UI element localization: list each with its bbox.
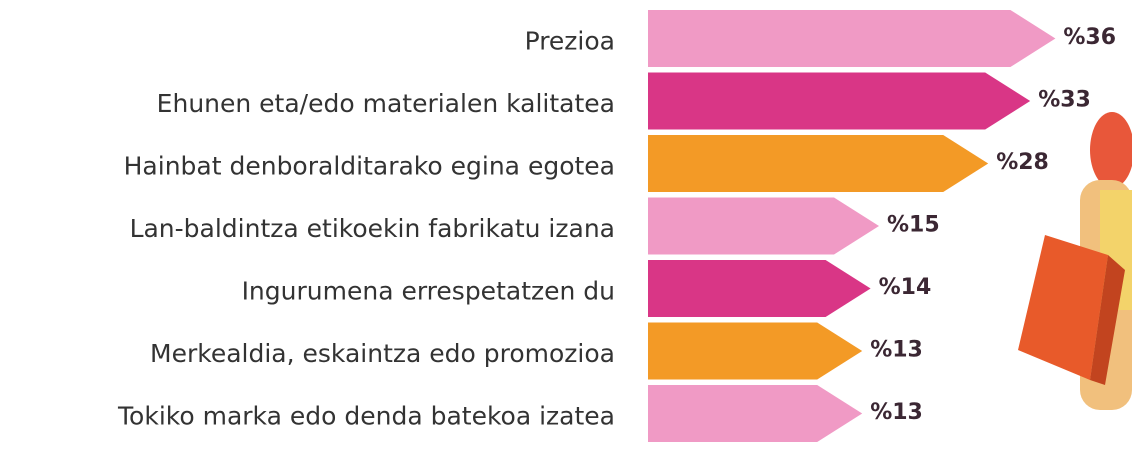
category-label: Merkealdia, eskaintza edo promozioa — [150, 339, 615, 368]
bar — [648, 323, 862, 380]
category-label: Hainbat denboralditarako egina egotea — [124, 152, 615, 181]
bar — [648, 135, 988, 192]
category-label: Ingurumena errespetatzen du — [242, 277, 615, 306]
bar — [648, 10, 1055, 67]
value-label: %13 — [870, 400, 923, 425]
category-label: Prezioa — [525, 27, 615, 56]
value-label: %14 — [879, 275, 932, 300]
chart: Prezioa %36 Ehunen eta/edo materialen kali… — [0, 0, 1132, 454]
bar — [648, 385, 862, 442]
value-label: %36 — [1063, 25, 1116, 50]
bar — [648, 198, 879, 255]
value-label: %28 — [996, 150, 1049, 175]
value-label: %13 — [870, 338, 923, 363]
value-label: %15 — [887, 213, 940, 238]
category-label: Lan-baldintza etikoekin fabrikatu izana — [130, 214, 615, 243]
category-label: Tokiko marka edo denda batekoa izatea — [117, 402, 615, 431]
bar — [648, 73, 1030, 130]
bar — [648, 260, 871, 317]
value-label: %33 — [1038, 88, 1091, 113]
category-label: Ehunen eta/edo materialen kalitatea — [157, 89, 615, 118]
